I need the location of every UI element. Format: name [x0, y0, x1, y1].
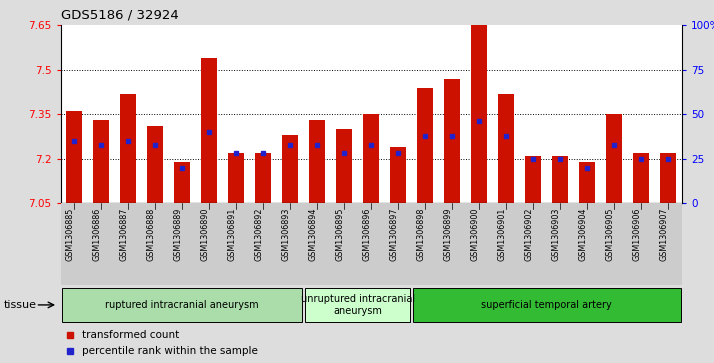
Text: GSM1306896: GSM1306896 [362, 207, 371, 261]
Text: GSM1306889: GSM1306889 [174, 207, 182, 261]
Bar [498, 94, 514, 203]
Bar [471, 25, 488, 203]
Text: GSM1306907: GSM1306907 [659, 207, 668, 261]
Text: GSM1306901: GSM1306901 [498, 207, 506, 261]
Text: superficial temporal artery: superficial temporal artery [481, 300, 612, 310]
Bar [282, 135, 298, 203]
Text: GSM1306898: GSM1306898 [416, 207, 426, 261]
Bar [606, 114, 623, 203]
Text: GSM1306906: GSM1306906 [633, 207, 641, 261]
Bar [336, 129, 353, 203]
Bar [390, 147, 406, 203]
Text: GDS5186 / 32924: GDS5186 / 32924 [61, 8, 178, 21]
Bar [62, 288, 303, 322]
Text: GSM1306903: GSM1306903 [551, 207, 560, 261]
Bar [228, 153, 244, 203]
Text: unruptured intracranial
aneurysm: unruptured intracranial aneurysm [301, 294, 415, 316]
Text: GSM1306900: GSM1306900 [471, 207, 479, 261]
Bar [633, 153, 650, 203]
Text: ruptured intracranial aneurysm: ruptured intracranial aneurysm [106, 300, 259, 310]
Bar [309, 120, 326, 203]
Text: GSM1306887: GSM1306887 [119, 207, 129, 261]
Bar [93, 120, 109, 203]
Bar [552, 156, 568, 203]
Text: GSM1306890: GSM1306890 [200, 207, 209, 261]
Bar [66, 111, 82, 203]
Text: GSM1306891: GSM1306891 [227, 207, 236, 261]
Text: GSM1306902: GSM1306902 [524, 207, 533, 261]
Text: GSM1306892: GSM1306892 [254, 207, 263, 261]
Bar [255, 153, 271, 203]
Text: GSM1306894: GSM1306894 [308, 207, 317, 261]
Bar [201, 58, 217, 203]
Text: percentile rank within the sample: percentile rank within the sample [82, 346, 258, 356]
Bar [363, 114, 379, 203]
Text: GSM1306904: GSM1306904 [578, 207, 588, 261]
Bar [305, 288, 411, 322]
Text: tissue: tissue [4, 300, 36, 310]
Text: GSM1306888: GSM1306888 [146, 207, 155, 261]
Text: transformed count: transformed count [82, 330, 180, 340]
Text: GSM1306893: GSM1306893 [281, 207, 291, 261]
Bar [660, 153, 676, 203]
Text: GSM1306895: GSM1306895 [336, 207, 344, 261]
Bar [413, 288, 680, 322]
Text: GSM1306905: GSM1306905 [605, 207, 614, 261]
Bar [147, 126, 164, 203]
Text: GSM1306899: GSM1306899 [443, 207, 452, 261]
Text: GSM1306885: GSM1306885 [65, 207, 74, 261]
Bar [579, 162, 595, 203]
Bar [120, 94, 136, 203]
Bar [174, 162, 191, 203]
Bar [444, 79, 461, 203]
Text: GSM1306897: GSM1306897 [389, 207, 398, 261]
Bar [417, 87, 433, 203]
Text: GSM1306886: GSM1306886 [92, 207, 101, 261]
Bar [526, 156, 541, 203]
